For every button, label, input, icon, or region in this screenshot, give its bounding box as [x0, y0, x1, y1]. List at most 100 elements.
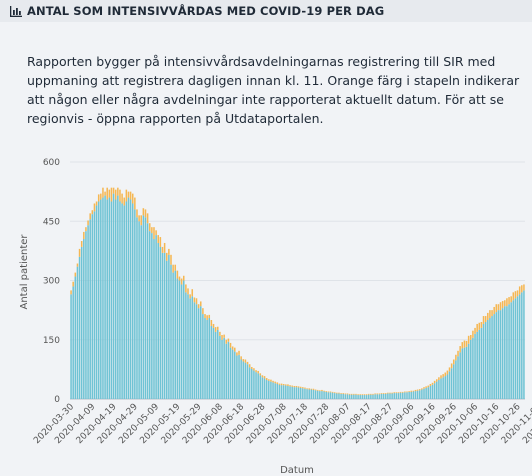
- bar-reported: [384, 393, 387, 399]
- bar-reported: [387, 393, 389, 399]
- bar-reported: [484, 321, 487, 399]
- bar-not-reported: [478, 322, 481, 330]
- bar-not-reported: [151, 227, 153, 234]
- bar-not-reported: [316, 389, 319, 391]
- bar-reported: [270, 381, 272, 399]
- bar-reported: [327, 392, 330, 399]
- bar-not-reported: [518, 286, 521, 295]
- bar-not-reported: [97, 194, 100, 202]
- bar-reported: [125, 201, 128, 399]
- bar-not-reported: [148, 223, 151, 232]
- bar-reported: [193, 302, 196, 399]
- bar-reported: [91, 214, 94, 399]
- y-tick-label: 600: [43, 158, 60, 168]
- bar-not-reported: [72, 281, 74, 287]
- bar-reported: [176, 278, 179, 399]
- bar-not-reported: [436, 379, 438, 382]
- bar-not-reported: [459, 346, 461, 353]
- bar-not-reported: [472, 330, 474, 338]
- bar-not-reported: [450, 363, 453, 369]
- bar-reported: [295, 387, 298, 399]
- bar-not-reported: [444, 372, 447, 377]
- y-tick-label: 300: [43, 277, 60, 287]
- bar-reported: [382, 393, 385, 399]
- bar-not-reported: [418, 389, 421, 391]
- bar-reported: [231, 349, 234, 400]
- bar-reported: [102, 197, 104, 399]
- bar-not-reported: [234, 347, 236, 352]
- bar-not-reported: [108, 189, 111, 198]
- bar-not-reported: [238, 350, 240, 355]
- description-line: att någon eller några avdelningar inte r…: [27, 92, 505, 107]
- bar-not-reported: [523, 284, 525, 291]
- bar-reported: [223, 337, 225, 399]
- bar-not-reported: [463, 340, 466, 348]
- bar-not-reported: [516, 290, 519, 297]
- bar-not-reported: [76, 263, 79, 267]
- bar-not-reported: [199, 301, 202, 307]
- bar-not-reported: [480, 321, 483, 328]
- bar-not-reported: [134, 197, 136, 210]
- bar-not-reported: [350, 393, 353, 395]
- bar-not-reported: [493, 306, 495, 315]
- bars-group: [70, 187, 525, 400]
- bar-reported: [282, 385, 285, 399]
- bar-not-reported: [406, 391, 408, 393]
- bar-reported: [138, 221, 140, 399]
- bar-reported: [229, 347, 232, 399]
- bar-not-reported: [491, 310, 493, 317]
- bar-not-reported: [268, 379, 270, 381]
- bar-reported: [425, 387, 427, 399]
- bar-not-reported: [219, 331, 221, 336]
- bar-reported: [457, 356, 459, 399]
- bar-reported: [293, 387, 296, 399]
- bar-not-reported: [142, 208, 145, 216]
- bar-not-reported: [104, 191, 106, 196]
- bar-reported: [246, 364, 249, 399]
- bar-not-reported: [187, 288, 189, 295]
- bar-reported: [127, 197, 130, 399]
- bar-not-reported: [127, 191, 130, 198]
- bar-not-reported: [482, 316, 485, 324]
- bar-reported: [421, 389, 423, 399]
- bar-reported: [236, 355, 238, 399]
- bar-reported: [170, 264, 172, 399]
- grid-lines: [70, 161, 525, 400]
- bar-not-reported: [138, 215, 140, 222]
- bar-not-reported: [212, 323, 215, 328]
- bar-not-reported: [306, 388, 308, 390]
- bar-reported: [212, 327, 215, 399]
- bar-not-reported: [312, 388, 315, 390]
- bar-not-reported: [499, 302, 502, 311]
- bar-not-reported: [131, 193, 134, 204]
- bar-reported: [272, 382, 274, 399]
- bar-not-reported: [257, 370, 259, 374]
- bar-reported: [234, 351, 236, 399]
- bar-reported: [399, 392, 402, 399]
- bar-not-reported: [408, 391, 410, 392]
- bar-not-reported: [455, 354, 457, 361]
- bar-reported: [395, 393, 398, 399]
- bar-reported: [142, 215, 145, 399]
- bar-not-reported: [521, 285, 523, 293]
- bar-reported: [206, 320, 208, 399]
- bar-reported: [255, 372, 257, 399]
- y-axis-title: Antal patienter: [19, 234, 30, 310]
- bar-not-reported: [91, 210, 94, 215]
- description-line: Rapporten bygger på intensivvårdsavdelni…: [27, 54, 496, 69]
- bar-not-reported: [331, 391, 334, 393]
- bar-not-reported: [189, 294, 191, 299]
- bar-not-reported: [310, 388, 313, 390]
- bar-reported: [257, 373, 259, 399]
- bar-not-reported: [380, 393, 383, 394]
- bar-not-reported: [512, 292, 515, 301]
- bar-reported: [412, 391, 415, 399]
- bar-reported: [521, 292, 523, 399]
- bar-not-reported: [227, 338, 230, 342]
- bar-not-reported: [193, 297, 196, 303]
- bar-reported: [465, 346, 468, 399]
- bar-not-reported: [453, 359, 455, 365]
- bar-reported: [389, 393, 391, 399]
- bar-not-reported: [506, 298, 508, 307]
- bar-reported: [514, 298, 517, 399]
